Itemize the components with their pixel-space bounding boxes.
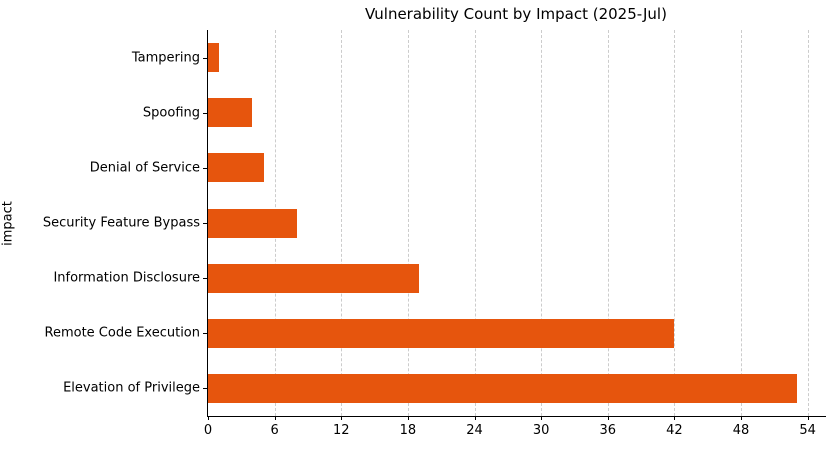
y-tick <box>203 388 207 390</box>
gridline <box>607 30 609 416</box>
x-tick-label: 24 <box>466 423 483 438</box>
x-tick <box>341 416 343 420</box>
x-tick-label: 18 <box>399 423 417 438</box>
y-tick-label: Remote Code Execution <box>44 325 201 341</box>
bar <box>208 208 297 238</box>
bar <box>208 43 220 73</box>
gridline <box>474 30 476 416</box>
x-tick-label: 0 <box>203 423 213 438</box>
y-tick <box>203 167 207 169</box>
y-tick-label: Elevation of Privilege <box>63 380 200 396</box>
x-tick-label: 54 <box>799 423 816 438</box>
x-tick <box>807 416 809 420</box>
x-tick-label: 42 <box>666 423 683 438</box>
gridline <box>741 30 743 416</box>
x-tick <box>541 416 543 420</box>
bar <box>208 373 797 403</box>
gridline <box>407 30 409 416</box>
gridline <box>541 30 543 416</box>
y-tick-label: Spoofing <box>142 105 200 121</box>
x-tick <box>474 416 476 420</box>
y-tick-label: Denial of Service <box>89 160 200 176</box>
x-tick-label: 48 <box>732 423 750 438</box>
y-axis-label: impact <box>0 201 16 246</box>
x-tick <box>741 416 743 420</box>
bar <box>208 153 264 183</box>
x-tick <box>208 416 209 420</box>
gridline <box>341 30 343 416</box>
bar <box>208 263 419 293</box>
x-tick <box>674 416 676 420</box>
y-tick <box>203 223 207 224</box>
y-tick <box>203 278 207 280</box>
x-tick-label: 30 <box>532 423 550 438</box>
y-tick-label: Tampering <box>131 50 200 66</box>
gridline <box>674 30 676 416</box>
x-tick <box>407 416 409 420</box>
y-tick <box>203 112 207 114</box>
y-tick <box>203 333 207 335</box>
bar <box>208 318 675 348</box>
plot-area: 0 6 12 18 24 30 36 42 48 54 Tampering Spoofing Denia… <box>43 30 826 438</box>
x-tick-label: 12 <box>332 423 350 438</box>
x-tick-label: 36 <box>599 423 617 438</box>
x-tick <box>274 416 276 420</box>
y-tick <box>203 57 207 59</box>
x-tick-label: 6 <box>270 423 279 438</box>
y-tick-label: Security Feature Bypass <box>42 215 200 231</box>
x-tick <box>607 416 609 420</box>
bar <box>208 98 253 128</box>
y-tick-label: Information Disclosure <box>53 270 200 286</box>
gridline <box>807 30 809 416</box>
chart-title: Vulnerability Count by Impact (2025-Jul) <box>365 5 667 23</box>
